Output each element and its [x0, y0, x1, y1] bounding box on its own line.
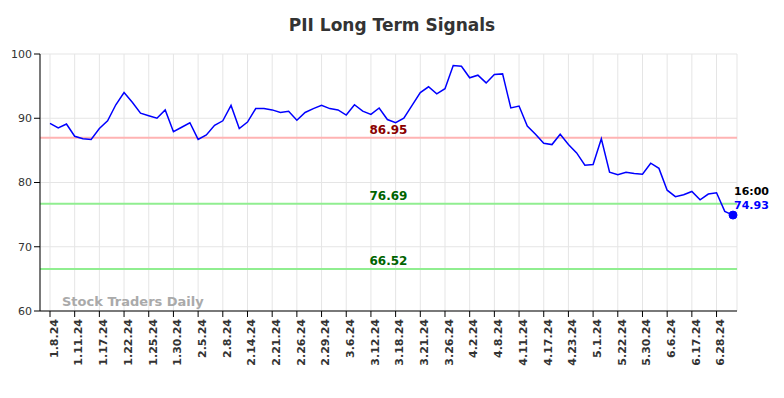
html-text:Stock Traders Daily: Stock Traders Daily: [62, 294, 204, 309]
svg-text:3.18.24: 3.18.24: [393, 319, 406, 366]
svg-text:16:00: 16:00: [734, 185, 769, 198]
svg-text:3.6.24: 3.6.24: [344, 319, 357, 358]
svg-text:100: 100: [11, 48, 32, 61]
svg-text:86.95: 86.95: [370, 123, 408, 137]
svg-text:6.28.24: 6.28.24: [714, 319, 727, 366]
svg-text:4.2.24: 4.2.24: [467, 319, 480, 358]
svg-text:80: 80: [18, 176, 32, 189]
svg-text:60: 60: [18, 305, 32, 318]
svg-text:2.8.24: 2.8.24: [221, 319, 234, 358]
svg-text:74.93: 74.93: [734, 199, 769, 212]
svg-text:4.8.24: 4.8.24: [492, 319, 505, 358]
svg-text:6.6.24: 6.6.24: [665, 319, 678, 358]
svg-text:2.26.24: 2.26.24: [295, 319, 308, 366]
svg-text:5.22.24: 5.22.24: [616, 319, 629, 366]
svg-text:1.25.24: 1.25.24: [147, 319, 160, 366]
svg-text:5.30.24: 5.30.24: [640, 319, 653, 366]
svg-text:1.22.24: 1.22.24: [122, 319, 135, 366]
svg-text:3.21.24: 3.21.24: [418, 319, 431, 366]
svg-text:76.69: 76.69: [370, 189, 408, 203]
svg-text:1.17.24: 1.17.24: [97, 319, 110, 366]
svg-text:1.30.24: 1.30.24: [171, 319, 184, 366]
svg-text:90: 90: [18, 112, 32, 125]
svg-text:1.8.24: 1.8.24: [48, 319, 61, 358]
svg-text:2.14.24: 2.14.24: [245, 319, 258, 366]
svg-text:70: 70: [18, 241, 32, 254]
svg-text:3.26.24: 3.26.24: [443, 319, 456, 366]
svg-text:4.17.24: 4.17.24: [542, 319, 555, 366]
svg-text:5.1.24: 5.1.24: [591, 319, 604, 358]
svg-text:66.52: 66.52: [370, 254, 408, 268]
html-text:PII Long Term Signals: PII Long Term Signals: [288, 15, 496, 35]
svg-text:4.23.24: 4.23.24: [566, 319, 579, 366]
svg-text:1.11.24: 1.11.24: [72, 319, 85, 366]
svg-text:4.11.24: 4.11.24: [517, 319, 530, 366]
svg-text:6.17.24: 6.17.24: [690, 319, 703, 366]
svg-text:3.12.24: 3.12.24: [369, 319, 382, 366]
svg-text:2.5.24: 2.5.24: [196, 319, 209, 358]
svg-text:2.29.24: 2.29.24: [319, 319, 332, 366]
svg-text:2.21.24: 2.21.24: [270, 319, 283, 366]
